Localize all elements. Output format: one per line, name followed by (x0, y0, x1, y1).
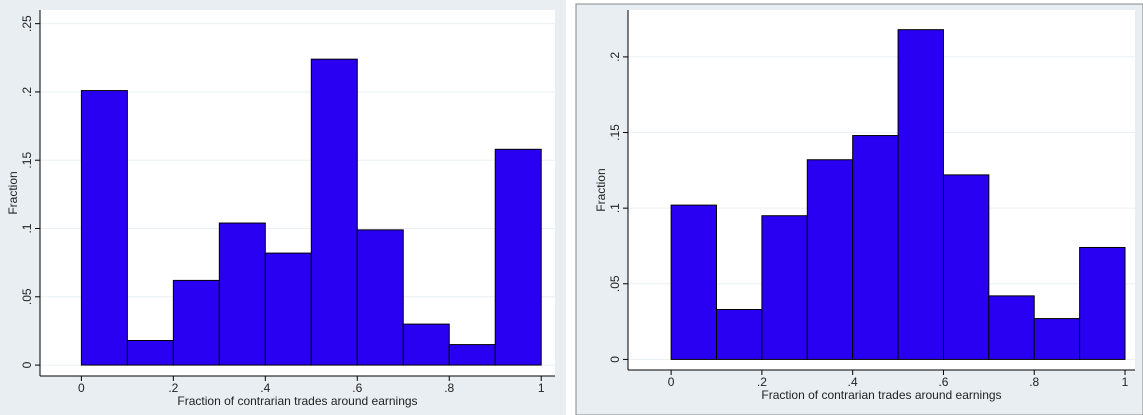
x-tick-label: .8 (444, 381, 454, 395)
bar (942, 174, 990, 360)
bar (988, 295, 1035, 360)
bar (716, 308, 763, 360)
x-tick-label: 1 (1122, 375, 1129, 389)
bar (448, 344, 496, 366)
y-tick-label: .15 (20, 152, 34, 169)
y-tick-label: .25 (20, 15, 34, 32)
bar (670, 204, 718, 360)
bar (80, 90, 128, 366)
y-tick-label: .05 (608, 275, 622, 292)
bar (761, 215, 808, 360)
bar (218, 222, 266, 366)
x-tick-label: .6 (352, 381, 362, 395)
bar (806, 159, 854, 360)
y-tick-label: .15 (608, 124, 622, 141)
x-tick-label: 1 (538, 381, 545, 395)
x-axis-label: Fraction of contrarian trades around ear… (177, 394, 417, 408)
x-tick-label: .8 (1029, 375, 1039, 389)
bar (356, 229, 404, 366)
bar (172, 279, 220, 366)
x-tick-label: 0 (668, 375, 675, 389)
bar (126, 339, 174, 366)
y-tick-label: 0 (20, 361, 34, 368)
bar (897, 29, 944, 360)
y-tick-label: .1 (20, 223, 34, 233)
y-axis-label: Fraction (6, 171, 20, 214)
x-tick-label: .2 (757, 375, 767, 389)
bar (494, 148, 542, 366)
x-tick-label: .2 (168, 381, 178, 395)
bar (852, 135, 899, 360)
bar (402, 323, 450, 366)
x-tick-label: .4 (848, 375, 858, 389)
x-axis-label: Fraction of contrarian trades around ear… (761, 388, 1001, 402)
x-tick-label: .6 (938, 375, 948, 389)
x-tick-label: .4 (260, 381, 270, 395)
y-tick-label: .2 (608, 52, 622, 62)
bar (1033, 318, 1081, 360)
y-tick-label: .2 (20, 87, 34, 97)
y-tick-label: .05 (20, 288, 34, 305)
y-tick-label: .1 (608, 203, 622, 213)
x-tick-label: 0 (78, 381, 85, 395)
y-tick-label: 0 (608, 356, 622, 363)
bar (310, 58, 358, 366)
y-axis-label: Fraction (594, 168, 608, 211)
bar (1079, 246, 1126, 360)
bar (264, 252, 312, 366)
